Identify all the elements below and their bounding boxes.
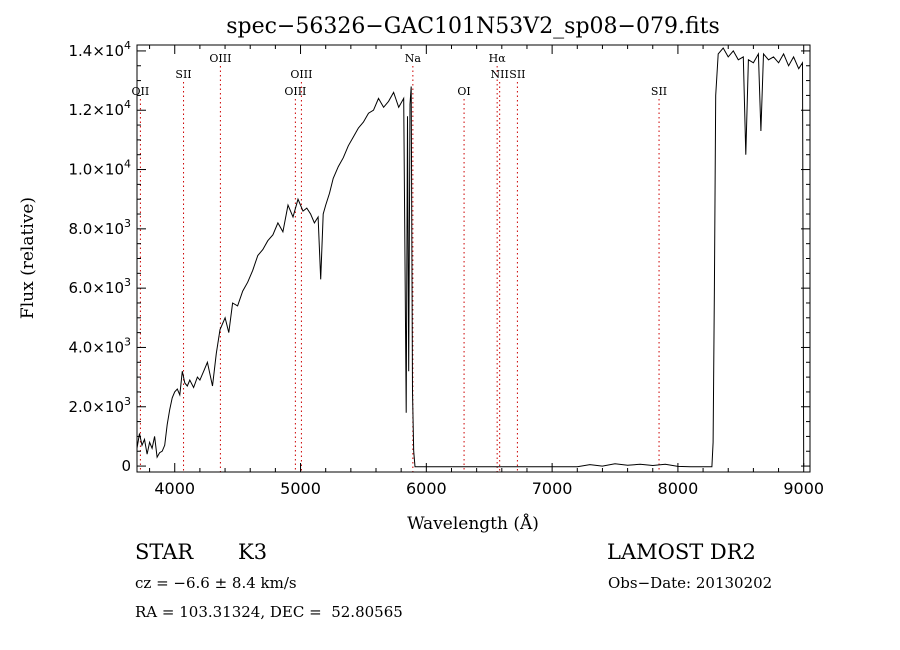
ra-dec: RA = 103.31324, DEC = 52.80565: [135, 603, 403, 621]
observation-date: Obs−Date: 20130202: [608, 574, 773, 592]
marker-label: OIII: [290, 68, 312, 81]
object-type: STAR: [135, 540, 194, 564]
marker-label: OII: [132, 85, 150, 98]
y-tick-label: 8.0×103: [68, 217, 131, 238]
x-tick-label: 6000: [406, 479, 447, 498]
spectral-subclass: K3: [238, 540, 268, 564]
y-tick-label: 2.0×103: [68, 395, 131, 416]
marker-label: SII: [175, 68, 191, 81]
marker-label: NII: [491, 68, 509, 81]
marker-label: SII: [651, 85, 667, 98]
y-tick-label: 1.0×104: [68, 158, 131, 179]
chart-title: spec−56326−GAC101N53V2_sp08−079.fits: [226, 14, 720, 39]
spectrum-line: [136, 47, 805, 468]
plot-frame: [136, 44, 811, 473]
x-tick-label: 8000: [658, 479, 699, 498]
y-axis: 0 2.0×103 4.0×103 6.0×103 8.0×103 1.0×104 1.2×…: [68, 39, 810, 475]
redshift-cz: cz = −6.6 ± 8.4 km/s: [135, 574, 297, 592]
marker-label: OIII: [284, 85, 306, 98]
y-tick-label: 4.0×103: [68, 335, 131, 356]
marker-label: OIII: [209, 52, 231, 65]
y-tick-label: 6.0×103: [68, 276, 131, 297]
x-tick-label: 5000: [280, 479, 321, 498]
x-axis: 4000 5000 6000 7000 8000 9000: [149, 45, 824, 498]
marker-label: Na: [405, 52, 422, 65]
x-axis-label: Wavelength (Å): [407, 513, 539, 534]
survey-name: LAMOST DR2: [607, 540, 756, 564]
marker-label: Hα: [489, 52, 507, 65]
marker-label: OI: [457, 85, 470, 98]
marker-label: SII: [509, 68, 525, 81]
y-tick-label: 1.2×104: [68, 98, 131, 119]
x-tick-label: 4000: [154, 479, 195, 498]
x-tick-label: 9000: [783, 479, 824, 498]
y-axis-label: Flux (relative): [18, 197, 38, 319]
x-tick-label: 7000: [532, 479, 573, 498]
y-tick-label: 0: [121, 457, 131, 475]
y-tick-label: 1.4×104: [68, 39, 131, 60]
